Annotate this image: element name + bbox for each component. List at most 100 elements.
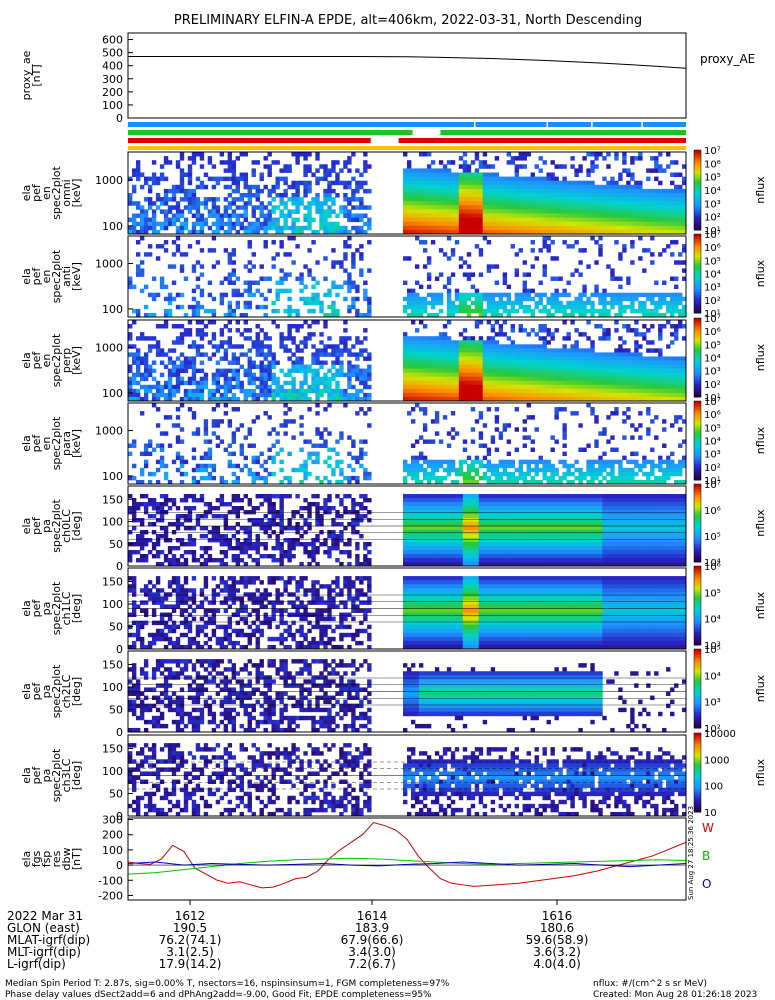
panel-1-cell <box>434 201 440 206</box>
panel-3-cell <box>128 332 133 337</box>
panel-3-cell <box>227 320 233 325</box>
panel-3-cell <box>658 332 663 337</box>
panel-1-cell <box>574 209 579 214</box>
panel-4-cell <box>131 475 137 481</box>
panel-1-cell <box>403 168 408 173</box>
panel-3-cell <box>470 344 476 349</box>
panel-1-cell <box>466 164 472 169</box>
panel-3-cell <box>247 348 252 353</box>
panel-4-cell <box>179 439 185 444</box>
panel-2-colorbar-cell <box>694 257 701 261</box>
panel-1-cell <box>630 160 635 165</box>
panel-1-cell <box>570 180 575 186</box>
panel-3-cell <box>147 372 153 378</box>
panel-1-cell <box>283 221 288 227</box>
panel-1-cell <box>626 201 631 206</box>
panel-3-cell <box>634 372 639 378</box>
panel-3-cell <box>446 380 452 386</box>
panel-2-cell <box>347 276 352 281</box>
panel-2-cell <box>187 244 193 249</box>
panel-3-cell <box>598 388 603 394</box>
panel-1-cell <box>434 221 440 227</box>
panel-3-cell <box>566 380 571 386</box>
panel-1-cell <box>442 197 448 202</box>
panel-1-cell <box>263 225 268 231</box>
panel-3-cell <box>602 392 607 398</box>
panel-1-cell <box>323 188 328 194</box>
panel-3-cell <box>418 368 424 374</box>
panel-3-cell <box>642 392 647 398</box>
panel-2-cell <box>630 296 635 302</box>
panel-4-cell <box>159 459 165 465</box>
panel-1-cell <box>458 156 464 161</box>
panel-3-cell <box>522 364 527 369</box>
panel-1-cell <box>566 180 571 186</box>
panel-3-cell <box>151 384 157 390</box>
panel-4-cell <box>203 419 209 424</box>
panel-1-cell <box>522 225 527 231</box>
panel-4-cell <box>315 451 320 457</box>
panel-3-cell <box>442 392 448 398</box>
panel-1-cell <box>267 188 272 194</box>
panel-2-cell <box>227 276 233 281</box>
panel-4-cell <box>562 427 567 432</box>
panel-1-cell <box>446 180 452 186</box>
panel-3-cell <box>622 396 627 402</box>
panel-2-cell <box>502 280 508 285</box>
panel-1-cell <box>578 164 583 169</box>
panel-1-cell <box>646 188 651 194</box>
panel-2-cell <box>295 308 300 314</box>
panel-3-cell <box>323 348 328 353</box>
panel-3-cell <box>327 376 332 382</box>
panel-2-cell <box>574 296 579 302</box>
panel-3-cell <box>442 356 448 361</box>
panel-3-cell <box>407 336 412 341</box>
panel-4-cell <box>155 407 161 412</box>
panel-2-cell <box>147 292 153 298</box>
panel-1-cell <box>175 217 181 223</box>
panel-1-cell <box>259 188 264 194</box>
panel-1-cell <box>267 221 272 227</box>
panel-1-cell <box>307 209 312 214</box>
panel-3-cell <box>622 368 627 374</box>
panel-1-cell <box>534 209 539 214</box>
panel-1-cell <box>658 213 663 218</box>
panel-2-cell <box>494 280 500 285</box>
panel-1-cell <box>151 176 157 182</box>
panel-2-cell <box>211 312 217 318</box>
panel-3-cell <box>610 360 615 365</box>
panel-4-cell <box>251 459 256 465</box>
panel-3-cell <box>474 396 480 402</box>
panel-3-cell <box>506 356 512 361</box>
panel-1-cell <box>566 197 571 202</box>
panel-2-cell <box>414 236 420 241</box>
panel-3-cell <box>498 348 504 353</box>
panel-4-cell <box>327 447 332 452</box>
panel-3-cell <box>430 352 436 357</box>
panel-3-cell <box>502 392 508 398</box>
panel-3-cell <box>255 396 260 402</box>
panel-1-cell <box>442 172 448 177</box>
panel-3-cell <box>646 364 651 369</box>
panel-4-cell <box>263 475 268 481</box>
panel-3-cell <box>131 388 137 394</box>
panel-2-cell <box>410 308 416 314</box>
panel-2-cell <box>626 276 631 281</box>
panel-3-colorbar-tick: 10⁴ <box>704 354 721 365</box>
panel-2-cell <box>299 296 304 302</box>
panel-3-cell <box>670 368 675 374</box>
panel-3-cell <box>466 396 472 402</box>
panel-2-cell <box>626 296 631 302</box>
panel-3-cell <box>211 376 217 382</box>
panel-3-cell <box>550 332 555 337</box>
panel-1-cell <box>446 201 452 206</box>
panel-3-cell <box>598 368 603 374</box>
panel-1-cell <box>654 197 659 202</box>
panel-1-cell <box>606 209 611 214</box>
panel-1-cell <box>175 160 181 165</box>
panel-4-cell <box>219 479 225 485</box>
panel-3-cell <box>331 376 336 382</box>
panel-1-cell <box>403 180 408 186</box>
panel-3-cell <box>315 372 320 378</box>
panel-1-cell <box>128 193 133 198</box>
